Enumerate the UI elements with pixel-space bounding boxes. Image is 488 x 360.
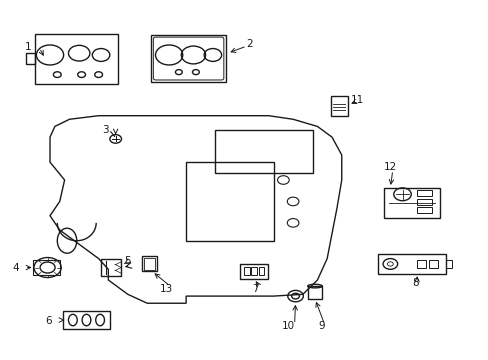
Bar	[63, 311, 109, 329]
Text: 12: 12	[383, 162, 396, 172]
Text: 7: 7	[251, 284, 258, 294]
Text: 5: 5	[124, 256, 131, 266]
Bar	[377, 254, 446, 274]
Text: 13: 13	[160, 284, 173, 294]
Bar	[144, 258, 155, 270]
Text: 9: 9	[318, 321, 325, 332]
Bar	[142, 256, 157, 271]
Bar	[416, 190, 431, 196]
Text: 3: 3	[102, 125, 109, 135]
Bar	[330, 96, 347, 116]
Bar	[416, 260, 425, 268]
Bar	[240, 264, 268, 279]
Bar	[35, 33, 118, 84]
Bar	[101, 260, 121, 275]
Text: 1: 1	[25, 42, 31, 52]
Text: 6: 6	[46, 316, 52, 326]
Bar	[251, 267, 257, 275]
Bar	[26, 53, 35, 64]
Bar	[428, 260, 437, 268]
Bar	[307, 286, 322, 299]
Text: 2: 2	[245, 39, 252, 49]
Bar	[215, 130, 312, 173]
Text: 11: 11	[350, 95, 364, 105]
Bar	[258, 267, 264, 275]
Bar	[416, 199, 431, 205]
Bar	[186, 162, 273, 241]
Text: 8: 8	[411, 278, 418, 288]
Text: 4: 4	[13, 263, 19, 273]
Bar	[384, 188, 439, 219]
Bar	[151, 35, 226, 82]
Bar	[416, 207, 431, 213]
Bar	[446, 260, 451, 267]
Bar	[33, 260, 60, 275]
Bar	[244, 267, 249, 275]
Text: 10: 10	[281, 321, 294, 332]
